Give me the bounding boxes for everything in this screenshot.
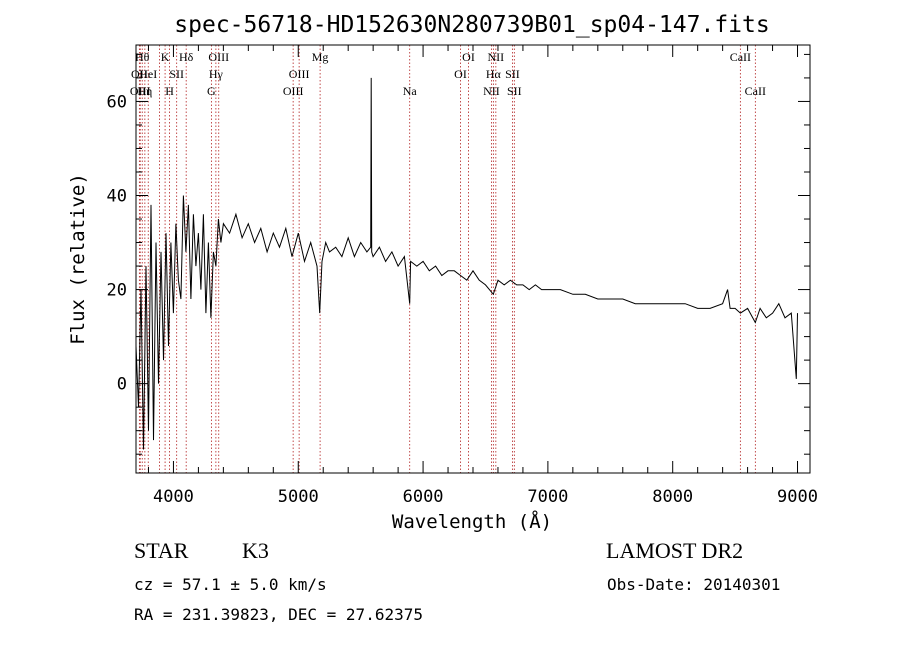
line-label: SII [505, 67, 520, 81]
axis-ticks [136, 45, 810, 473]
line-label: Hδ [179, 50, 194, 64]
y-tick-label: 20 [107, 281, 127, 301]
x-axis-label: Wavelength (Å) [392, 510, 552, 533]
chart-title: spec-56718-HD152630N280739B01_sp04-147.f… [174, 12, 769, 38]
line-label: Hη [137, 84, 152, 98]
line-label: OIII [130, 84, 151, 98]
line-label: G [207, 84, 216, 98]
sky-coordinates: RA = 231.39823, DEC = 27.62375 [134, 605, 423, 624]
line-label: Mg [312, 50, 329, 64]
line-label: CaII [730, 50, 751, 64]
observation-date: Obs-Date: 20140301 [607, 575, 780, 594]
emission-lines [138, 45, 756, 473]
line-labels: OIIOIIIHθHηHeIKHSIIHδGHγOIIIOIIIOIIIMgNa… [130, 50, 766, 98]
line-label: Na [403, 84, 418, 98]
line-label: NII [483, 84, 500, 98]
line-label: K [161, 50, 170, 64]
object-subclass: K3 [242, 538, 269, 563]
line-label: OI [462, 50, 475, 64]
spectrum-line [135, 77, 798, 450]
y-tick-label: 0 [117, 375, 127, 395]
x-tick-label: 8000 [652, 487, 693, 507]
line-label: SII [169, 67, 184, 81]
redshift-velocity: cz = 57.1 ± 5.0 km/s [134, 575, 327, 594]
line-label: OIII [208, 50, 229, 64]
line-label: OIII [289, 67, 310, 81]
y-tick-label: 60 [107, 92, 127, 112]
line-label: OII [131, 67, 148, 81]
x-tick-label: 4000 [153, 487, 194, 507]
y-axis-label: Flux (relative) [67, 173, 89, 345]
x-tick-label: 6000 [403, 487, 444, 507]
line-label: CaII [745, 84, 766, 98]
line-label: Hγ [209, 67, 224, 81]
plot-frame [135, 44, 811, 474]
line-label: OIII [283, 84, 304, 98]
line-label: Hα [486, 67, 502, 81]
x-tick-label: 7000 [527, 487, 568, 507]
line-label: OI [454, 67, 467, 81]
line-label: Hθ [135, 50, 150, 64]
y-tick-label: 40 [107, 187, 127, 207]
axis-tick-labels: 4000 5000 6000 7000 8000 9000 0 20 40 60 [107, 92, 818, 507]
line-label: SII [507, 84, 522, 98]
x-tick-label: 9000 [777, 487, 818, 507]
x-tick-label: 5000 [278, 487, 319, 507]
line-label: H [165, 84, 174, 98]
survey-name: LAMOST DR2 [606, 538, 743, 563]
line-label: NII [488, 50, 505, 64]
object-class: STAR [134, 538, 189, 563]
line-label: HeI [139, 67, 157, 81]
